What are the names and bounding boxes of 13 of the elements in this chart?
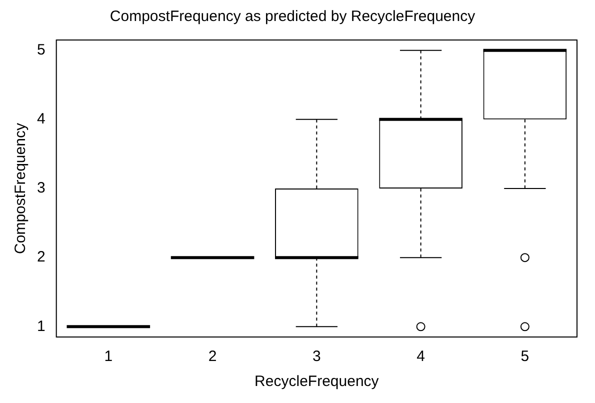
y-tick-label: 3 — [37, 180, 46, 197]
x-axis-title: RecycleFrequency — [254, 373, 380, 390]
y-tick-label: 5 — [37, 42, 46, 58]
x-tick-label: 5 — [520, 348, 530, 366]
y-tick-label: 1 — [37, 318, 46, 335]
y-tick-label: 2 — [37, 248, 46, 266]
y-tick-label: 4 — [37, 110, 46, 128]
chart-title: CompostFrequency as predicted by RecycleFrequency — [110, 8, 476, 26]
x-tick-label: 2 — [208, 348, 217, 366]
y-axis-title: CompostFrequency — [12, 122, 30, 254]
x-tick-label: 3 — [312, 348, 321, 366]
x-tick-label: 4 — [416, 348, 425, 366]
x-tick-label: 1 — [104, 348, 113, 366]
